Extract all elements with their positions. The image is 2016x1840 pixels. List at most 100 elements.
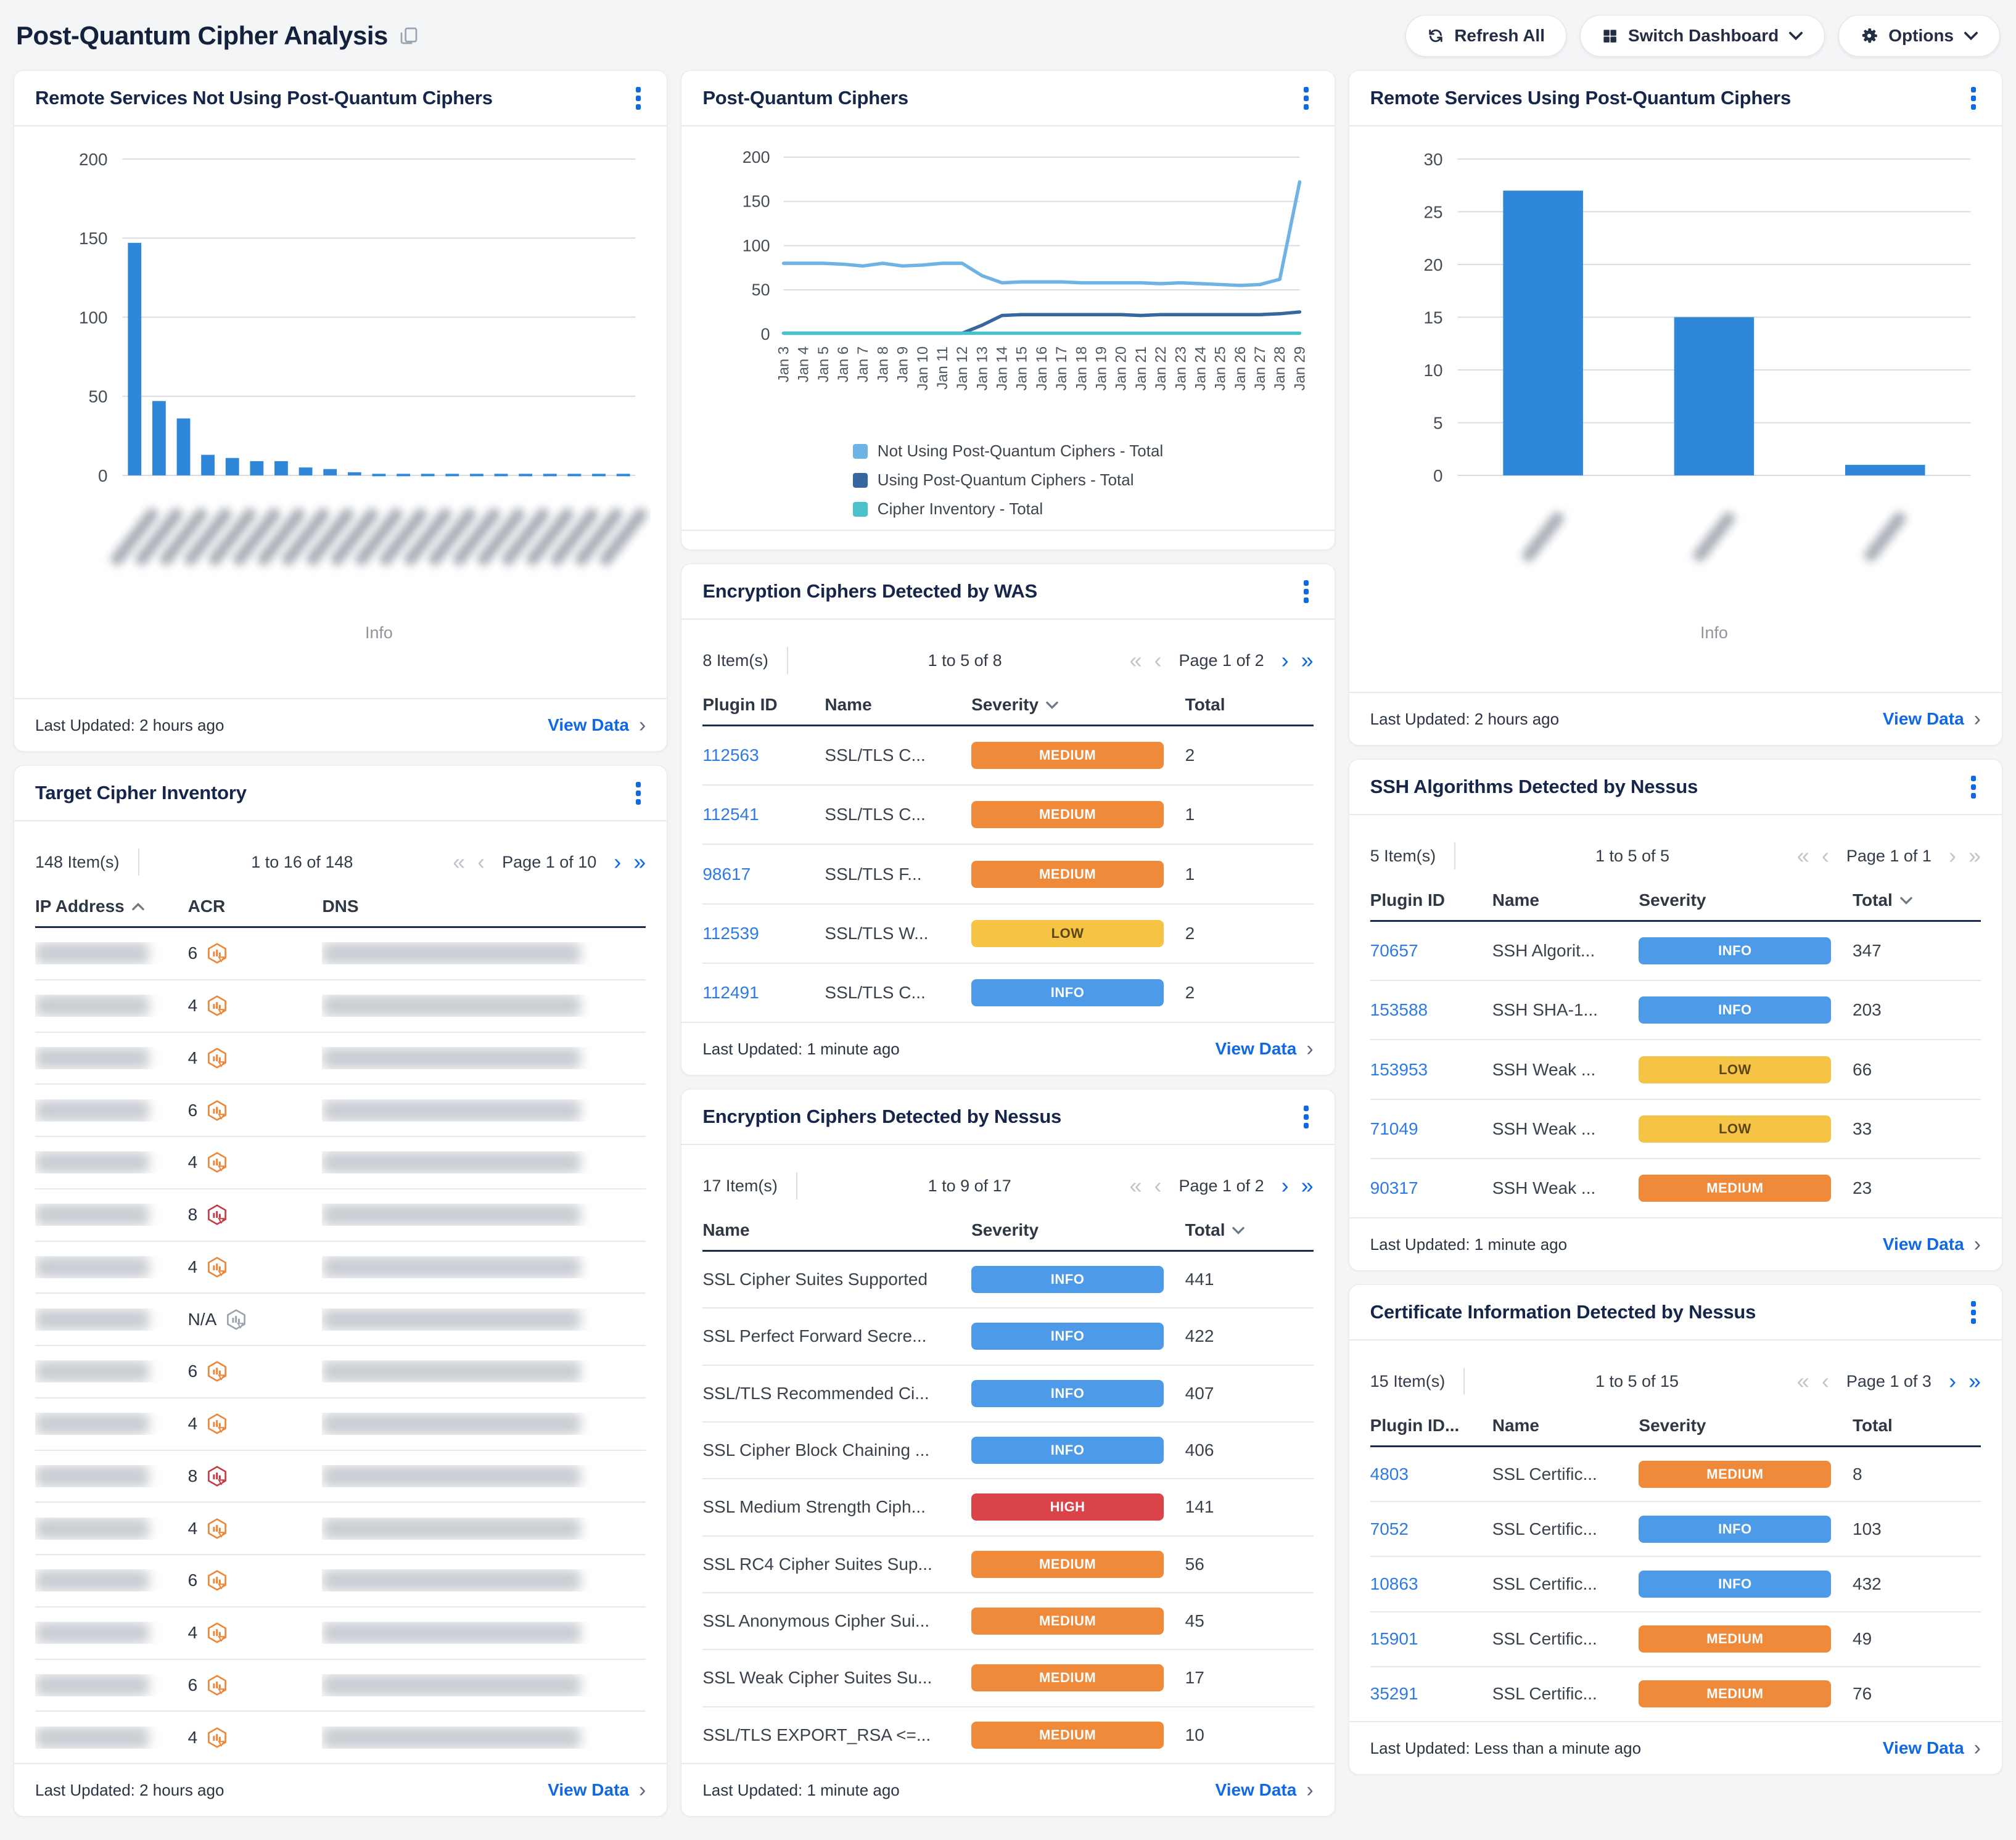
plugin-id-link[interactable]: 10863 — [1370, 1574, 1418, 1594]
svg-text:Jan 14: Jan 14 — [994, 347, 1011, 391]
prev-page-icon[interactable]: ‹ — [1154, 649, 1162, 672]
plugin-id-link[interactable]: 71049 — [1370, 1119, 1418, 1139]
plugin-id-link[interactable]: 112539 — [702, 924, 759, 943]
view-data-link[interactable]: View Data› — [1883, 708, 1981, 729]
column-header-total[interactable]: Total — [1185, 695, 1314, 715]
next-page-icon[interactable]: › — [1282, 649, 1289, 672]
table-row: 6 — [35, 1346, 646, 1398]
view-data-label: View Data — [1883, 1234, 1964, 1254]
view-data-link[interactable]: View Data› — [548, 715, 646, 736]
next-page-icon[interactable]: › — [614, 851, 621, 873]
column-header-name[interactable]: Name — [1492, 1416, 1639, 1435]
first-page-icon[interactable]: « — [1129, 1175, 1142, 1197]
svg-text:50: 50 — [752, 281, 770, 299]
next-page-icon[interactable]: › — [1282, 1175, 1289, 1197]
kebab-menu-icon[interactable] — [1299, 1101, 1314, 1133]
next-page-icon[interactable]: › — [1949, 845, 1956, 867]
switch-dashboard-button[interactable]: Switch Dashboard — [1580, 15, 1825, 57]
table-rows: 6446484N/A64846464 — [14, 928, 667, 1763]
svg-text:Jan 17: Jan 17 — [1053, 347, 1070, 391]
svg-text:150: 150 — [743, 192, 770, 211]
view-data-link[interactable]: View Data› — [1883, 1234, 1981, 1255]
first-page-icon[interactable]: « — [453, 851, 465, 873]
last-page-icon[interactable]: » — [1969, 1370, 1981, 1392]
last-page-icon[interactable]: » — [1969, 845, 1981, 867]
column-header-name[interactable]: Name — [1492, 890, 1639, 910]
kebab-menu-icon[interactable] — [631, 82, 646, 115]
svg-text:Jan 26: Jan 26 — [1232, 347, 1249, 391]
column-header-severity[interactable]: Severity — [971, 695, 1185, 715]
prev-page-icon[interactable]: ‹ — [477, 851, 485, 873]
kebab-menu-icon[interactable] — [1966, 1296, 1981, 1329]
view-data-link[interactable]: View Data› — [1883, 1738, 1981, 1759]
table-rows: SSL Cipher Suites SupportedINFO441SSL Pe… — [681, 1252, 1334, 1763]
cell-plugin_id: 4803 — [1370, 1464, 1492, 1484]
legend-item: Not Using Post-Quantum Ciphers - Total — [853, 442, 1163, 461]
column-header-acr[interactable]: ACR — [188, 897, 323, 916]
column-header-severity[interactable]: Severity — [971, 1220, 1185, 1240]
kebab-menu-icon[interactable] — [631, 777, 646, 810]
plugin-id-link[interactable]: 153588 — [1370, 1000, 1428, 1020]
plugin-id-link[interactable]: 112541 — [702, 805, 759, 824]
column-header-ip[interactable]: IP Address — [35, 897, 188, 916]
last-page-icon[interactable]: » — [1301, 649, 1314, 672]
view-data-link[interactable]: View Data› — [1216, 1780, 1314, 1801]
column-header-plugin_id[interactable]: Plugin ID — [702, 695, 825, 715]
cell-total: 406 — [1185, 1440, 1314, 1460]
kebab-menu-icon[interactable] — [1299, 575, 1314, 608]
redacted-dns — [322, 1518, 581, 1540]
prev-page-icon[interactable]: ‹ — [1822, 845, 1829, 867]
prev-page-icon[interactable]: ‹ — [1822, 1370, 1829, 1392]
last-page-icon[interactable]: » — [1301, 1175, 1314, 1197]
acr-value: 4 — [188, 1519, 198, 1538]
cell-name: SSL RC4 Cipher Suites Sup... — [702, 1555, 971, 1574]
column-header-name[interactable]: Name — [825, 695, 971, 715]
kebab-menu-icon[interactable] — [1966, 771, 1981, 803]
column-header-dns[interactable]: DNS — [322, 897, 646, 916]
column-header-total[interactable]: Total — [1853, 1416, 1981, 1435]
last-page-icon[interactable]: » — [633, 851, 646, 873]
plugin-id-link[interactable]: 7052 — [1370, 1519, 1409, 1539]
plugin-id-link[interactable]: 90317 — [1370, 1178, 1418, 1198]
plugin-id-link[interactable]: 112563 — [702, 745, 759, 765]
plugin-id-link[interactable]: 35291 — [1370, 1684, 1418, 1704]
table-toolbar: 17 Item(s)1 to 9 of 17«‹Page 1 of 2›» — [681, 1172, 1334, 1199]
next-page-icon[interactable]: › — [1949, 1370, 1956, 1392]
column-header-severity[interactable]: Severity — [1639, 890, 1853, 910]
prev-page-icon[interactable]: ‹ — [1154, 1175, 1162, 1197]
plugin-id-link[interactable]: 15901 — [1370, 1629, 1418, 1649]
plugin-id-link[interactable]: 70657 — [1370, 941, 1418, 961]
kebab-menu-icon[interactable] — [1966, 82, 1981, 115]
refresh-all-button[interactable]: Refresh All — [1405, 15, 1566, 57]
cell-total: 407 — [1185, 1384, 1314, 1403]
column-header-severity[interactable]: Severity — [1639, 1416, 1853, 1435]
kebab-menu-icon[interactable] — [1299, 82, 1314, 115]
last-updated: Last Updated: 2 hours ago — [35, 716, 224, 735]
options-button[interactable]: Options — [1838, 15, 2000, 57]
first-page-icon[interactable]: « — [1797, 1370, 1809, 1392]
cell-severity: MEDIUM — [1639, 1680, 1853, 1707]
table-header-row: NameSeverityTotal — [681, 1220, 1334, 1250]
plugin-id-link[interactable]: 98617 — [702, 865, 751, 884]
svg-text:Jan 28: Jan 28 — [1272, 347, 1289, 391]
svg-text:Jan 5: Jan 5 — [815, 347, 832, 382]
column-header-name[interactable]: Name — [702, 1220, 971, 1240]
copy-icon[interactable] — [399, 26, 419, 46]
cell-acr: 4 — [188, 1413, 323, 1434]
plugin-id-link[interactable]: 4803 — [1370, 1464, 1409, 1484]
column-header-total[interactable]: Total — [1853, 890, 1981, 910]
first-page-icon[interactable]: « — [1797, 845, 1809, 867]
column-header-plugin_id[interactable]: Plugin ID... — [1370, 1416, 1492, 1435]
view-data-link[interactable]: View Data› — [1216, 1038, 1314, 1059]
plugin-id-link[interactable]: 112491 — [702, 983, 759, 1003]
first-page-icon[interactable]: « — [1129, 649, 1142, 672]
gear-icon — [1860, 27, 1878, 45]
legend-item: Using Post-Quantum Ciphers - Total — [853, 470, 1163, 490]
cell-plugin_id: 112539 — [702, 924, 825, 943]
plugin-id-link[interactable]: 153953 — [1370, 1060, 1428, 1080]
column-header-total[interactable]: Total — [1185, 1220, 1314, 1240]
redacted-ip — [35, 1727, 149, 1749]
view-data-link[interactable]: View Data› — [548, 1780, 646, 1801]
column-header-plugin_id[interactable]: Plugin ID — [1370, 890, 1492, 910]
table-row: SSL Perfect Forward Secre...INFO422 — [702, 1308, 1313, 1365]
